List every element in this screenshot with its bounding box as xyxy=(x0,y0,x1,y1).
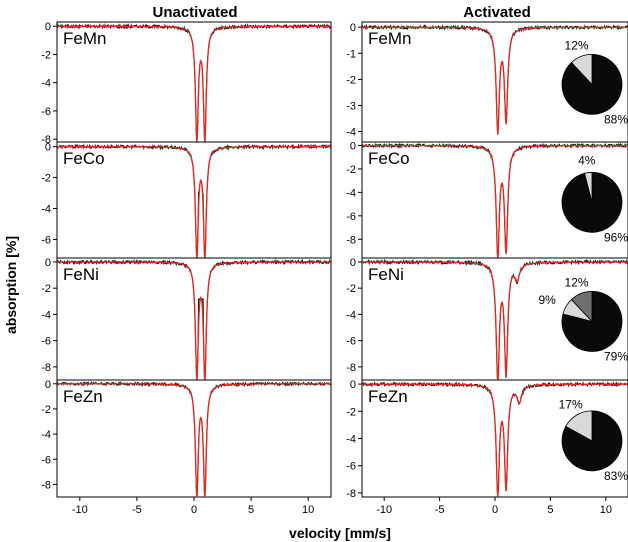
fit-spectrum-line xyxy=(362,26,628,134)
fit-spectrum-line xyxy=(57,146,331,258)
y-tick-label: -8 xyxy=(346,362,356,374)
y-tick-label: -6 xyxy=(41,336,51,348)
x-tick-label: 10 xyxy=(600,504,612,516)
sample-label: FeNi xyxy=(368,265,404,284)
sample-label: FeMn xyxy=(368,29,411,48)
panel-activated-feco: 0 -2 -4 -6 -8 FeCo 96% 4% xyxy=(346,141,628,259)
y-tick-label: 0 xyxy=(45,379,51,391)
pie-label: 17% xyxy=(559,398,583,412)
y-tick-label: 0 xyxy=(350,22,356,34)
panel-activated-feni: 0 -2 -4 -6 -8 FeNi 79% 9% 12% xyxy=(346,257,628,381)
pie-label: 79% xyxy=(604,349,628,363)
pie-label: 83% xyxy=(604,469,628,483)
fit-spectrum-line xyxy=(57,383,331,497)
sample-label: FeCo xyxy=(368,149,410,168)
x-tick-label: 5 xyxy=(547,504,553,516)
sample-label: FeMn xyxy=(63,29,106,48)
y-tick-label: -2 xyxy=(41,404,51,416)
y-tick-label: -6 xyxy=(41,454,51,466)
y-tick-label: -8 xyxy=(346,488,356,500)
x-tick-label: -10 xyxy=(376,504,392,516)
fit-spectrum-line xyxy=(362,261,628,380)
y-tick-label: -8 xyxy=(41,479,51,491)
fit-spectrum-line xyxy=(362,383,628,497)
pie-slice xyxy=(584,171,593,203)
y-tick-label: -6 xyxy=(41,106,51,118)
y-tick-label: -6 xyxy=(346,461,356,473)
y-tick-label: -1 xyxy=(346,48,356,60)
y-tick-label: -8 xyxy=(41,362,51,374)
pie-slice xyxy=(570,53,593,86)
panels-group: 0 -2 -4 -6 -8 FeMn 0 -2 -4 -6 FeCo 0 -2 -4 -6 -8 FeNi 0 -2… xyxy=(41,21,628,516)
x-tick-label: 5 xyxy=(248,504,254,516)
sample-label: FeNi xyxy=(63,265,99,284)
y-tick-label: 0 xyxy=(350,379,356,391)
y-tick-label: -2 xyxy=(41,283,51,295)
x-tick-label: 0 xyxy=(191,504,197,516)
pie-label: 96% xyxy=(604,230,628,244)
y-tick-label: -2 xyxy=(346,406,356,418)
y-tick-label: -4 xyxy=(346,309,356,321)
y-tick-label: -2 xyxy=(41,173,51,185)
x-tick-label: -5 xyxy=(435,504,445,516)
y-tick-label: 0 xyxy=(350,257,356,269)
x-axis-title: velocity [mm/s] xyxy=(289,525,391,541)
y-tick-label: -4 xyxy=(41,429,51,441)
y-tick-label: -3 xyxy=(346,100,356,112)
sample-label: FeCo xyxy=(63,149,105,168)
y-tick-label: -4 xyxy=(41,78,51,90)
y-tick-label: 0 xyxy=(45,21,51,33)
panel-activated-femn: 0 -1 -2 -3 -4 FeMn 88% 12% xyxy=(346,21,628,143)
y-tick-label: -4 xyxy=(41,309,51,321)
sample-label: FeZn xyxy=(368,387,408,406)
panel-unactivated-feco: 0 -2 -4 -6 FeCo xyxy=(41,141,332,259)
y-tick-label: -8 xyxy=(346,234,356,246)
y-tick-label: -4 xyxy=(41,204,51,216)
pie-label: 12% xyxy=(565,275,589,289)
pie-label: 4% xyxy=(578,154,596,168)
y-tick-label: -2 xyxy=(41,49,51,61)
x-tick-label: 0 xyxy=(492,504,498,516)
pie-label: 9% xyxy=(539,293,557,307)
y-tick-label: 0 xyxy=(45,257,51,269)
y-tick-label: -2 xyxy=(346,74,356,86)
fit-spectrum-line xyxy=(57,25,331,142)
y-tick-label: -8 xyxy=(41,134,51,146)
panel-activated-fezn: 0 -2 -4 -6 -8 -10 -5 0 5 10 FeZn 83% 17% xyxy=(346,379,628,516)
pie-slice xyxy=(570,291,593,323)
y-tick-label: -2 xyxy=(346,283,356,295)
pie-label: 12% xyxy=(565,38,589,52)
y-tick-label: 0 xyxy=(350,141,356,153)
column-title-activated: Activated xyxy=(463,4,531,21)
x-tick-label: -5 xyxy=(132,504,142,516)
fit-spectrum-line xyxy=(57,261,331,380)
x-tick-label: 10 xyxy=(302,504,314,516)
panel-unactivated-fezn: 0 -2 -4 -6 -8 -10 -5 0 5 10 FeZn xyxy=(41,379,332,516)
pie-label: 88% xyxy=(604,112,628,126)
sample-label: FeZn xyxy=(63,387,103,406)
panel-unactivated-femn: 0 -2 -4 -6 -8 FeMn xyxy=(41,21,332,146)
column-title-unactivated: Unactivated xyxy=(152,4,237,21)
y-tick-label: -4 xyxy=(346,187,356,199)
fit-spectrum-line xyxy=(362,144,628,258)
pie-slice xyxy=(565,410,593,442)
y-tick-label: 0 xyxy=(45,142,51,154)
y-tick-label: -4 xyxy=(346,127,356,139)
y-axis-title: absorption [%] xyxy=(3,236,19,334)
y-tick-label: -6 xyxy=(41,234,51,246)
x-tick-label: -10 xyxy=(72,504,88,516)
y-tick-label: -6 xyxy=(346,336,356,348)
y-tick-label: -6 xyxy=(346,211,356,223)
panel-unactivated-feni: 0 -2 -4 -6 -8 FeNi xyxy=(41,257,332,381)
y-tick-label: -2 xyxy=(346,164,356,176)
y-tick-label: -4 xyxy=(346,434,356,446)
